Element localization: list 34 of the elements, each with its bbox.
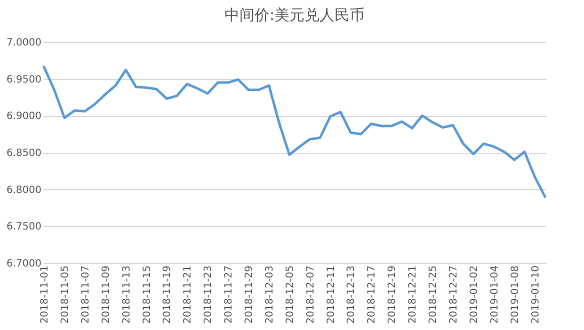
chart-title: 中间价:美元兑人民币 (224, 6, 365, 24)
y-tick-label: 6.7000 (6, 258, 42, 270)
y-tick-label: 7.0000 (6, 38, 42, 48)
x-tick-label: 2018-12-07 (305, 266, 316, 324)
x-tick-label: 2018-12-13 (346, 266, 358, 324)
x-tick-label: 2019-01-08 (510, 266, 521, 324)
x-tick-label: 2018-12-17 (366, 266, 378, 324)
x-tick-label: 2019-01-02 (468, 266, 480, 324)
x-tick-label: 2019-01-10 (530, 266, 542, 324)
x-tick-label: 2018-11-19 (162, 266, 174, 324)
x-tick-label: 2018-11-21 (182, 266, 194, 324)
y-tick-label: 6.8000 (6, 184, 42, 196)
y-tick-label: 6.8500 (6, 148, 42, 159)
x-tick-label: 2018-12-25 (428, 266, 440, 324)
x-tick-label: 2018-11-27 (224, 266, 235, 324)
y-tick-label: 6.9500 (6, 74, 42, 86)
y-tick-label: 6.7500 (6, 222, 42, 233)
x-tick-label: 2018-11-23 (203, 266, 214, 324)
x-tick-label: 2018-12-27 (448, 266, 460, 324)
x-tick-label: 2018-11-07 (80, 266, 92, 324)
x-tick-label: 2019-01-04 (489, 266, 500, 324)
x-tick-label: 2018-11-09 (100, 266, 112, 324)
x-tick-label: 2018-12-11 (326, 266, 337, 324)
y-tick-label: 6.9000 (6, 111, 42, 122)
x-tick-label: 2018-11-13 (121, 266, 132, 324)
x-tick-label: 2018-12-05 (284, 266, 296, 324)
x-tick-label: 2018-11-05 (60, 266, 71, 324)
line-series (42, 66, 546, 198)
x-tick-label: 2018-12-19 (387, 266, 398, 324)
x-tick-label: 2018-11-15 (142, 266, 153, 324)
x-tick-label: 2018-11-29 (244, 266, 255, 324)
x-tick-label: 2018-12-21 (408, 266, 419, 324)
x-tick-label: 2018-12-03 (264, 266, 276, 324)
x-tick-label: 2018-11-01 (40, 266, 51, 324)
